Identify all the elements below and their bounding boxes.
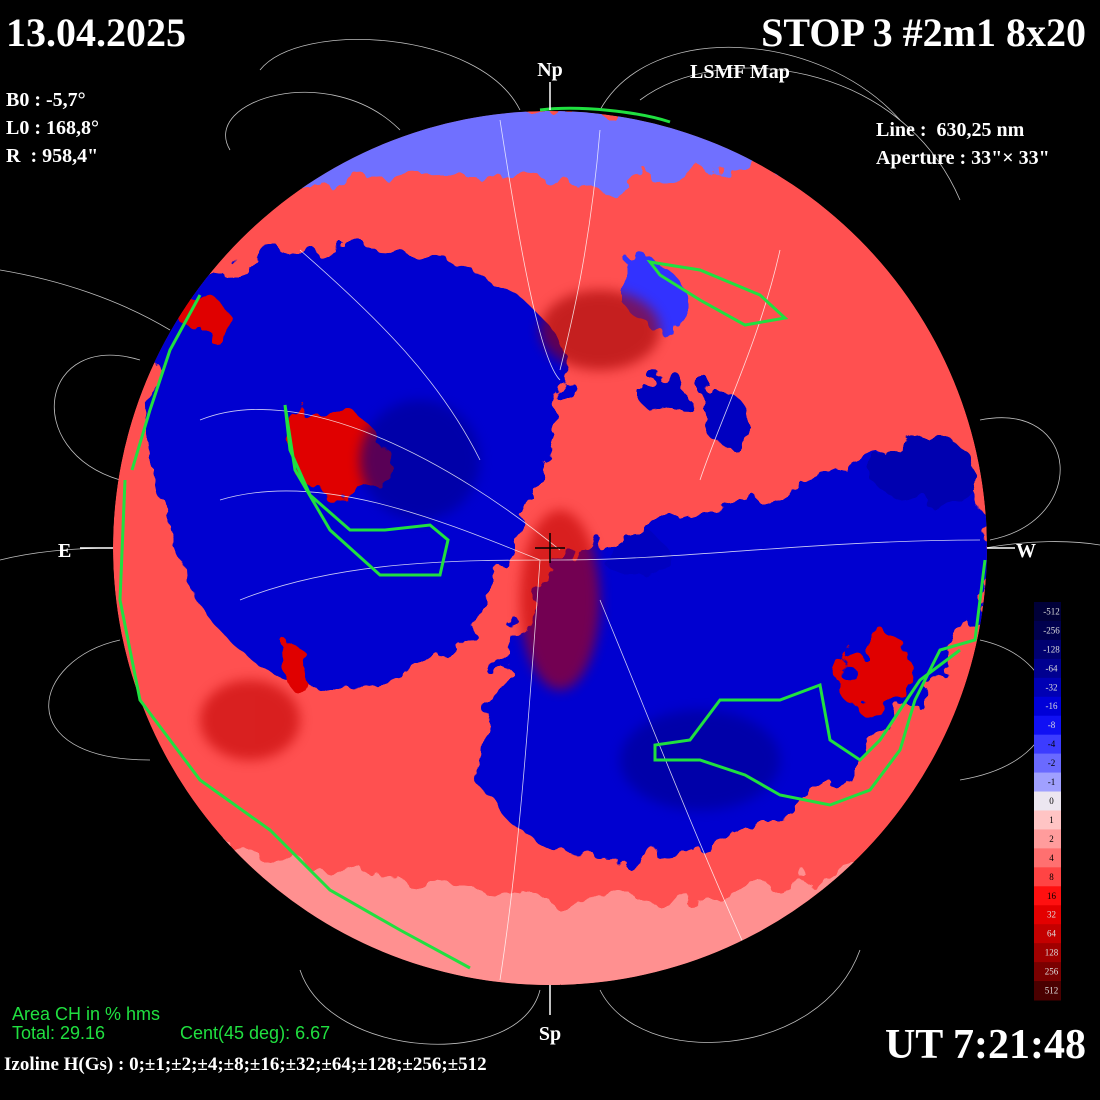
colorbar-label: -32	[1046, 682, 1058, 692]
param: L0 : 168,8°	[6, 117, 99, 139]
colorbar-segment	[1034, 753, 1061, 774]
axis-marks	[80, 82, 1015, 1015]
colorbar-segment	[1034, 696, 1061, 717]
colorbar-label: 128	[1045, 948, 1059, 958]
north-label: Np	[537, 59, 563, 81]
colorbar-label: 4	[1049, 853, 1054, 863]
colorbar-segment	[1034, 772, 1061, 793]
colorbar-segment	[1034, 943, 1061, 963]
colorbar-label: 32	[1047, 910, 1056, 920]
title: STOP 3 #2m1 8x20	[761, 10, 1086, 55]
colorbar-segment	[1034, 829, 1061, 849]
instrument: Line : 630,25 nm	[876, 119, 1025, 141]
colorbar-label: 16	[1047, 891, 1057, 901]
east-label: E	[58, 540, 71, 562]
colorbar-segment	[1034, 658, 1061, 679]
colorbar-segment	[1034, 924, 1061, 944]
colorbar-label: 0	[1049, 796, 1054, 806]
colorbar-segment	[1034, 848, 1061, 868]
subtitle: LSMF Map	[690, 61, 790, 83]
date: 13.04.2025	[6, 10, 186, 55]
colorbar-segment	[1034, 810, 1061, 830]
colorbar-segment	[1034, 677, 1061, 698]
colorbar-segment	[1034, 886, 1061, 906]
colorbar-segment	[1034, 962, 1061, 982]
center-cross	[535, 533, 565, 563]
colorbar-segment	[1034, 639, 1061, 660]
colorbar-segment	[1034, 791, 1061, 811]
colorbar-label: 1	[1049, 815, 1054, 825]
colorbar-label: -4	[1048, 739, 1056, 749]
ch-central: Cent(45 deg): 6.67	[180, 1023, 330, 1043]
colorbar-segment	[1034, 905, 1061, 925]
colorbar-label: -64	[1046, 663, 1058, 673]
field-lines	[199, 119, 981, 981]
param: R : 958,4"	[6, 145, 98, 167]
colorbar-label: -128	[1043, 644, 1060, 654]
colorbar-label: -1	[1048, 777, 1056, 787]
colorbar-label: -512	[1043, 606, 1060, 616]
colorbar-label: -256	[1043, 625, 1060, 635]
time: UT 7:21:48	[885, 1022, 1086, 1068]
param: B0 : -5,7°	[6, 89, 86, 111]
ch-title: Area CH in % hms	[12, 1004, 160, 1024]
colorbar-label: 2	[1049, 834, 1054, 844]
colorbar: -512 -256 -128 -64 -32 -16 -8 -4 -2 -1 0 1 2 4 8 16 32 64…	[1034, 602, 1061, 1001]
west-label: W	[1016, 540, 1036, 562]
colorbar-segment	[1034, 867, 1061, 887]
colorbar-segment	[1034, 715, 1061, 736]
colorbar-label: 64	[1047, 929, 1057, 939]
colorbar-label: 8	[1049, 872, 1054, 882]
colorbar-label: -16	[1046, 701, 1058, 711]
colorbar-label: -2	[1048, 758, 1056, 768]
colorbar-segment	[1034, 620, 1061, 641]
colorbar-segment	[1034, 734, 1061, 755]
ch-total: Total: 29.16	[12, 1023, 105, 1043]
south-label: Sp	[539, 1023, 561, 1045]
colorbar-label: 256	[1045, 967, 1059, 977]
instrument: Aperture : 33"× 33"	[876, 147, 1050, 169]
colorbar-segment	[1034, 602, 1061, 622]
colorbar-label: 512	[1045, 986, 1059, 996]
colorbar-label: -8	[1048, 720, 1056, 730]
coronal-hole-contours	[118, 106, 987, 970]
colorbar-segment	[1034, 981, 1061, 1001]
isolines: Izoline H(Gs) : 0;±1;±2;±4;±8;±16;±32;±6…	[4, 1054, 487, 1075]
